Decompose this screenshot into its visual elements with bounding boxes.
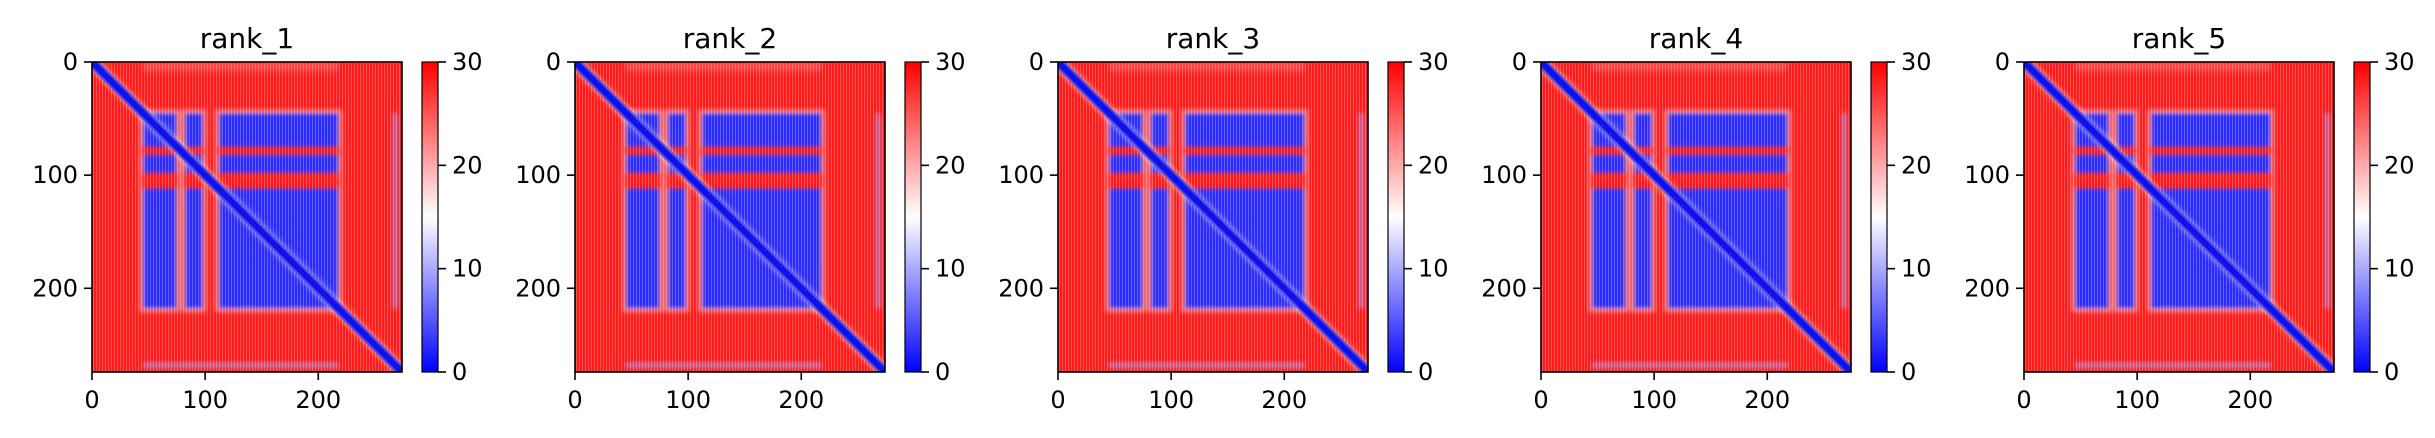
y-tick-label: 0: [63, 48, 78, 76]
axes-frame: [1540, 61, 1852, 373]
x-tick-label: 100: [182, 386, 228, 414]
y-tick-label: 100: [32, 161, 78, 189]
x-tick-label: 200: [1744, 386, 1790, 414]
colorbar: 0 10 20 30: [1387, 48, 1449, 386]
y-tick-label: 0: [546, 48, 561, 76]
heatmap-image: [1058, 62, 1368, 372]
colorbar: 0 10 20 30: [421, 48, 483, 386]
x-tick-label: 200: [778, 386, 824, 414]
x-tick-label: 200: [1261, 386, 1307, 414]
axes-frame: [574, 61, 886, 373]
axes-frame: [91, 61, 403, 373]
colorbar-tick-label: 30: [935, 48, 966, 76]
colorbar-tick-label: 10: [1418, 255, 1449, 283]
x-tick-label: 0: [84, 386, 99, 414]
colorbar: 0 10 20 30: [2353, 48, 2415, 386]
y-tick-label: 200: [998, 274, 1044, 302]
panel-title: rank_3: [1166, 22, 1260, 55]
y-tick-label: 0: [1512, 48, 1527, 76]
y-tick-label: 100: [998, 161, 1044, 189]
heatmap-image: [1541, 62, 1851, 372]
y-tick-label: 100: [1964, 161, 2010, 189]
x-tick-label: 200: [295, 386, 341, 414]
x-tick-label: 100: [2114, 386, 2160, 414]
heatmap-panel-1: rank_1 0 100 200 0 100 200 0 10 20 30: [32, 22, 482, 414]
y-tick-label: 0: [1029, 48, 1044, 76]
y-tick-label: 100: [1481, 161, 1527, 189]
colorbar-tick-label: 20: [452, 151, 483, 179]
colorbar-tick-label: 0: [2384, 358, 2399, 386]
x-tick-label: 0: [2016, 386, 2031, 414]
colorbar-tick-label: 0: [1418, 358, 1433, 386]
y-tick-label: 0: [1995, 48, 2010, 76]
colorbar-tick-label: 20: [2384, 151, 2415, 179]
heatmap-panel-5: rank_5 0 100 200 0 100 200 0 10 20 30: [1964, 22, 2414, 414]
x-tick-label: 100: [1631, 386, 1677, 414]
heatmap-panel-3: rank_3 0 100 200 0 100 200 0 10 20 30: [998, 22, 1448, 414]
y-tick-label: 200: [515, 274, 561, 302]
heatmap-panel-2: rank_2 0 100 200 0 100 200 0 10 20 30: [515, 22, 965, 414]
colorbar-tick-label: 0: [935, 358, 950, 386]
colorbar-tick-label: 10: [452, 255, 483, 283]
x-tick-label: 0: [1533, 386, 1548, 414]
colorbar-tick-label: 30: [2384, 48, 2415, 76]
y-tick-label: 200: [1964, 274, 2010, 302]
colorbar-tick-label: 0: [452, 358, 467, 386]
colorbar-gradient: [1870, 61, 1888, 373]
colorbar-tick-label: 10: [1901, 255, 1932, 283]
axes-frame: [1057, 61, 1369, 373]
panel-title: rank_2: [683, 22, 777, 55]
x-tick-label: 0: [1050, 386, 1065, 414]
colorbar-tick-label: 10: [2384, 255, 2415, 283]
colorbar-tick-label: 30: [1901, 48, 1932, 76]
panel-title: rank_4: [1649, 22, 1743, 55]
x-tick-label: 100: [1148, 386, 1194, 414]
colorbar-gradient: [421, 61, 439, 373]
heatmap-image: [575, 62, 885, 372]
colorbar-tick-label: 20: [935, 151, 966, 179]
heatmap-panel-4: rank_4 0 100 200 0 100 200 0 10 20 30: [1481, 22, 1931, 414]
colorbar-tick-label: 20: [1418, 151, 1449, 179]
panel-title: rank_1: [200, 22, 294, 55]
colorbar-gradient: [2353, 61, 2371, 373]
x-tick-label: 0: [567, 386, 582, 414]
y-tick-label: 100: [515, 161, 561, 189]
colorbar-tick-label: 30: [452, 48, 483, 76]
x-tick-label: 100: [665, 386, 711, 414]
heatmap-image: [92, 62, 402, 372]
colorbar: 0 10 20 30: [904, 48, 966, 386]
panel-title: rank_5: [2132, 22, 2226, 55]
colorbar-tick-label: 10: [935, 255, 966, 283]
colorbar-tick-label: 0: [1901, 358, 1916, 386]
y-tick-label: 200: [1481, 274, 1527, 302]
heatmap-image: [2024, 62, 2334, 372]
colorbar-gradient: [904, 61, 922, 373]
colorbar-tick-label: 30: [1418, 48, 1449, 76]
y-tick-label: 200: [32, 274, 78, 302]
colorbar: 0 10 20 30: [1870, 48, 1932, 386]
axes-frame: [2023, 61, 2335, 373]
x-tick-label: 200: [2227, 386, 2273, 414]
colorbar-tick-label: 20: [1901, 151, 1932, 179]
colorbar-gradient: [1387, 61, 1405, 373]
